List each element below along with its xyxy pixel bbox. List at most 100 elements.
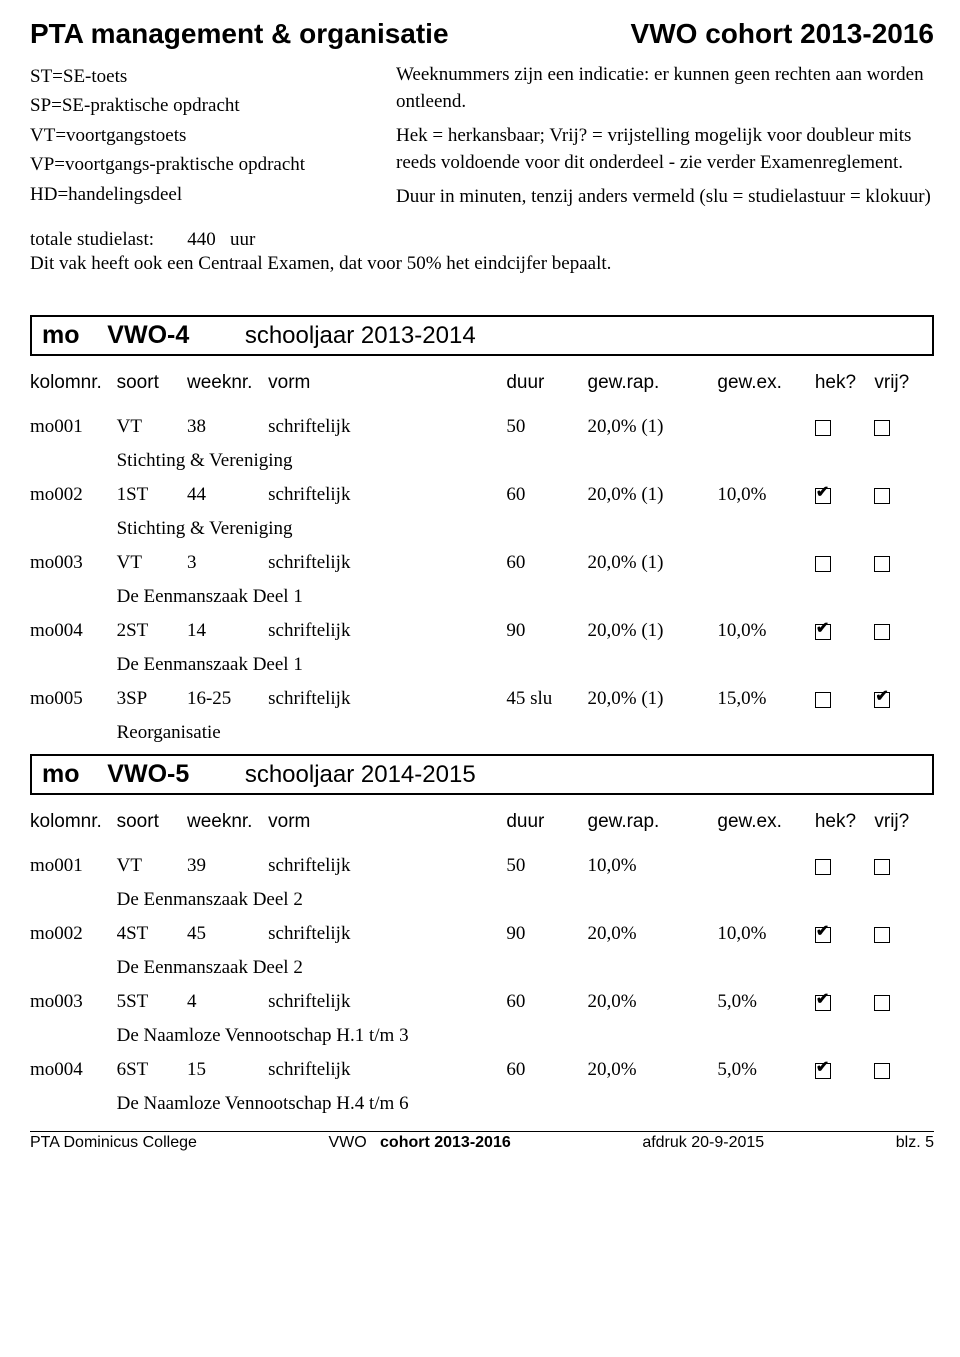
col-hek: hek? — [815, 366, 875, 410]
col-weeknr: weeknr. — [187, 366, 268, 410]
table-desc-row: Stichting & Vereniging — [30, 512, 934, 546]
col-gewrap: gew.rap. — [588, 805, 718, 849]
cell-hek — [815, 614, 875, 648]
title-left: PTA management & organisatie — [30, 18, 449, 50]
cell-gewrap: 20,0% (1) — [588, 410, 718, 444]
legend-item: HD=handelingsdeel — [30, 180, 360, 209]
cell-vorm: schriftelijk — [268, 614, 506, 648]
hek-checkbox — [815, 556, 831, 572]
cell-gewrap: 20,0% — [588, 1053, 718, 1087]
cell-gewex — [717, 410, 814, 444]
cell-duur: 60 — [506, 546, 587, 580]
table-row: mo001VT39schriftelijk5010,0% — [30, 849, 934, 883]
table-desc-row: Stichting & Vereniging — [30, 444, 934, 478]
table-row: mo001VT38schriftelijk5020,0% (1) — [30, 410, 934, 444]
cell-gewex: 10,0% — [717, 917, 814, 951]
cell-desc: Stichting & Vereniging — [117, 444, 934, 478]
cell-soort: 6ST — [117, 1053, 187, 1087]
footer-page: blz. 5 — [896, 1134, 934, 1152]
cell-vrij — [874, 1053, 934, 1087]
legend-item: SP=SE-praktische opdracht — [30, 91, 360, 120]
sections: mo VWO-4 schooljaar 2013-2014kolomnr.soo… — [30, 315, 934, 1121]
legend-item: ST=SE-toets — [30, 62, 360, 91]
vrij-checkbox — [874, 995, 890, 1011]
vrij-checkbox — [874, 859, 890, 875]
title-bar: PTA management & organisatie VWO cohort … — [30, 18, 934, 50]
cell-weeknr: 15 — [187, 1053, 268, 1087]
cell-vorm: schriftelijk — [268, 410, 506, 444]
cell-vrij — [874, 614, 934, 648]
cell-soort: 2ST — [117, 614, 187, 648]
col-vrij: vrij? — [874, 805, 934, 849]
cell-soort: 4ST — [117, 917, 187, 951]
legend-item: VT=voortgangstoets — [30, 121, 360, 150]
cell-vrij — [874, 478, 934, 512]
footer: PTA Dominicus College VWO cohort 2013-20… — [30, 1131, 934, 1152]
title-right: VWO cohort 2013-2016 — [631, 18, 934, 50]
hek-checkbox — [815, 624, 831, 640]
table-desc-row: De Naamloze Vennootschap H.1 t/m 3 — [30, 1019, 934, 1053]
cell-desc: De Eenmanszaak Deel 1 — [117, 580, 934, 614]
cell-gewrap: 20,0% (1) — [588, 546, 718, 580]
cell-hek — [815, 849, 875, 883]
legend-note: Weeknummers zijn een indicatie: er kunne… — [396, 62, 934, 115]
cell-duur: 60 — [506, 478, 587, 512]
cell-vrij — [874, 985, 934, 1019]
col-kolomnr: kolomnr. — [30, 805, 117, 849]
vrij-checkbox — [874, 556, 890, 572]
cell-duur: 60 — [506, 985, 587, 1019]
hek-checkbox — [815, 1063, 831, 1079]
studielast-label: totale studielast: — [30, 229, 154, 250]
col-gewrap: gew.rap. — [588, 366, 718, 410]
cell-gewex: 15,0% — [717, 682, 814, 716]
hek-checkbox — [815, 859, 831, 875]
cell-kolomnr: mo003 — [30, 546, 117, 580]
table-desc-row: De Eenmanszaak Deel 2 — [30, 883, 934, 917]
cell-desc: Stichting & Vereniging — [117, 512, 934, 546]
hek-checkbox — [815, 995, 831, 1011]
cell-hek — [815, 410, 875, 444]
studielast: totale studielast: 440 uur — [30, 229, 934, 251]
section-code: mo — [42, 760, 80, 788]
col-vrij: vrij? — [874, 366, 934, 410]
cell-vorm: schriftelijk — [268, 1053, 506, 1087]
hek-checkbox — [815, 420, 831, 436]
pta-table: kolomnr.soortweeknr.vormduurgew.rap.gew.… — [30, 366, 934, 750]
cell-vrij — [874, 917, 934, 951]
col-gewex: gew.ex. — [717, 805, 814, 849]
footer-print-date: afdruk 20-9-2015 — [642, 1134, 764, 1152]
cell-duur: 50 — [506, 849, 587, 883]
vrij-checkbox — [874, 692, 890, 708]
cell-gewex: 5,0% — [717, 985, 814, 1019]
cell-soort: 3SP — [117, 682, 187, 716]
table-row: mo0035ST4schriftelijk6020,0%5,0% — [30, 985, 934, 1019]
table-header-row: kolomnr.soortweeknr.vormduurgew.rap.gew.… — [30, 366, 934, 410]
cell-soort: VT — [117, 410, 187, 444]
section-level: VWO-5 — [107, 760, 189, 788]
col-duur: duur — [506, 366, 587, 410]
hek-checkbox — [815, 927, 831, 943]
cell-gewrap: 10,0% — [588, 849, 718, 883]
table-row: mo0024ST45schriftelijk9020,0%10,0% — [30, 917, 934, 951]
cell-vrij — [874, 410, 934, 444]
vrij-checkbox — [874, 624, 890, 640]
cell-desc: De Eenmanszaak Deel 2 — [117, 951, 934, 985]
cell-gewex: 5,0% — [717, 1053, 814, 1087]
col-soort: soort — [117, 805, 187, 849]
cell-vorm: schriftelijk — [268, 917, 506, 951]
cell-desc: De Eenmanszaak Deel 2 — [117, 883, 934, 917]
table-desc-row: De Naamloze Vennootschap H.4 t/m 6 — [30, 1087, 934, 1121]
legend: ST=SE-toets SP=SE-praktische opdracht VT… — [30, 62, 934, 219]
cell-gewex — [717, 546, 814, 580]
table-row: mo0042ST14schriftelijk9020,0% (1)10,0% — [30, 614, 934, 648]
cell-weeknr: 38 — [187, 410, 268, 444]
cell-weeknr: 16-25 — [187, 682, 268, 716]
cell-gewrap: 20,0% — [588, 985, 718, 1019]
cell-vorm: schriftelijk — [268, 682, 506, 716]
cell-vrij — [874, 546, 934, 580]
cell-hek — [815, 546, 875, 580]
cell-kolomnr: mo002 — [30, 917, 117, 951]
cell-weeknr: 4 — [187, 985, 268, 1019]
table-row: mo0046ST15schriftelijk6020,0%5,0% — [30, 1053, 934, 1087]
cell-kolomnr: mo002 — [30, 478, 117, 512]
